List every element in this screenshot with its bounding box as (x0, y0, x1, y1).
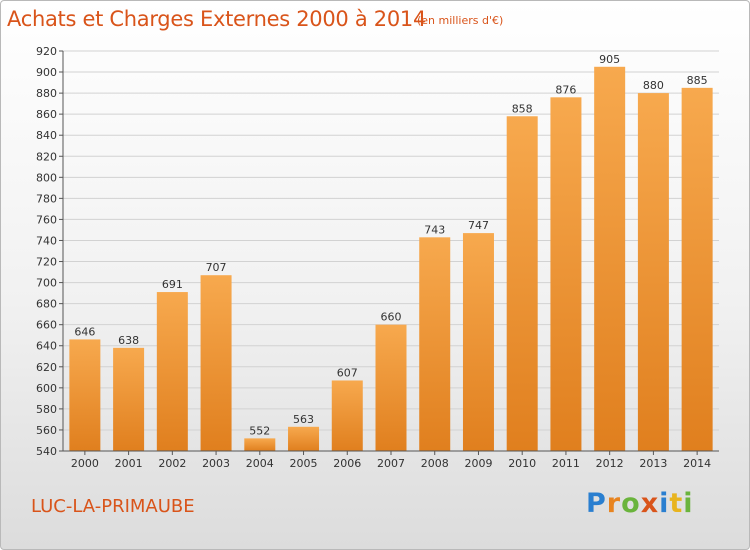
bar (331, 380, 363, 451)
bars (69, 66, 713, 452)
y-tick-label: 560 (36, 424, 57, 437)
chart-subtitle: (en milliers d'€) (417, 14, 504, 27)
data-label: 885 (687, 74, 708, 87)
bar (288, 426, 320, 451)
logo-letter: i (659, 488, 670, 519)
data-label: 876 (555, 83, 576, 96)
y-tick-label: 760 (36, 213, 57, 226)
bar (462, 233, 494, 451)
x-tick-label: 2013 (639, 457, 667, 470)
y-tick-label: 600 (36, 382, 57, 395)
bar (375, 324, 407, 451)
data-label: 747 (468, 219, 489, 232)
x-tick-label: 2011 (552, 457, 580, 470)
x-tick-label: 2008 (421, 457, 449, 470)
y-tick-label: 720 (36, 256, 57, 269)
y-tick-label: 680 (36, 298, 57, 311)
x-tick-label: 2010 (508, 457, 536, 470)
axes (62, 51, 719, 452)
data-label: 691 (162, 278, 183, 291)
bar (637, 93, 669, 452)
bar (156, 292, 188, 451)
location-name: LUC-LA-PRIMAUBE (31, 496, 195, 517)
chart-title: Achats et Charges Externes 2000 à 2014 (7, 7, 427, 31)
x-tick-label: 2009 (464, 457, 492, 470)
data-label: 638 (118, 334, 139, 347)
x-tick-label: 2002 (158, 457, 186, 470)
y-tick-label: 880 (36, 87, 57, 100)
y-tick-label: 640 (36, 340, 57, 353)
bar (594, 66, 626, 451)
logo-letter: P (586, 488, 607, 519)
y-tick-label: 840 (36, 129, 57, 142)
y-tick-label: 580 (36, 403, 57, 416)
data-label: 880 (643, 79, 664, 92)
y-tick-label: 800 (36, 171, 57, 184)
x-tick-label: 2006 (333, 457, 361, 470)
data-label: 563 (293, 413, 314, 426)
y-tick-label: 820 (36, 150, 57, 163)
bar (69, 339, 101, 451)
y-tick-label: 900 (36, 66, 57, 79)
data-label: 646 (74, 325, 95, 338)
y-tick-label: 700 (36, 277, 57, 290)
proxiti-logo: Proxiti (586, 488, 694, 519)
x-tick-label: 2012 (596, 457, 624, 470)
data-label: 858 (512, 102, 533, 115)
data-label: 707 (206, 261, 227, 274)
data-label: 607 (337, 366, 358, 379)
data-label: 905 (599, 53, 620, 66)
x-tick-label: 2004 (246, 457, 274, 470)
logo-letter: o (621, 488, 641, 519)
x-axis-ticks: 2000 2001 2002 2003 2004 2005 2006 2007 2008 2009… (71, 451, 711, 470)
logo-letter: i (683, 488, 694, 519)
data-labels: 646 638 691 707 552 563 607 660 743 747 858 876 905 8… (74, 53, 707, 438)
data-label: 552 (249, 424, 270, 437)
logo-letter: x (640, 488, 660, 519)
logo-letter: r (606, 488, 622, 519)
x-tick-label: 2003 (202, 457, 230, 470)
bar (550, 97, 582, 451)
y-tick-label: 540 (36, 445, 57, 458)
bar (506, 116, 538, 452)
y-tick-label: 660 (36, 319, 57, 332)
y-axis-ticks: 540 560 580 600 620 640 660 680 700 720 740 760 780 8… (36, 45, 63, 458)
y-tick-label: 860 (36, 108, 57, 121)
y-tick-label: 780 (36, 192, 57, 205)
data-label: 743 (424, 223, 445, 236)
x-tick-label: 2001 (115, 457, 143, 470)
x-tick-label: 2014 (683, 457, 711, 470)
x-tick-label: 2000 (71, 457, 99, 470)
x-tick-label: 2005 (290, 457, 318, 470)
y-tick-label: 620 (36, 361, 57, 374)
bar (113, 347, 145, 451)
y-tick-label: 740 (36, 234, 57, 247)
bar (244, 438, 276, 451)
bar (200, 275, 232, 451)
logo-letter: t (669, 488, 684, 519)
bar (681, 87, 713, 451)
bar (419, 237, 451, 451)
data-label: 660 (381, 311, 402, 324)
x-tick-label: 2007 (377, 457, 405, 470)
y-tick-label: 920 (36, 45, 57, 58)
